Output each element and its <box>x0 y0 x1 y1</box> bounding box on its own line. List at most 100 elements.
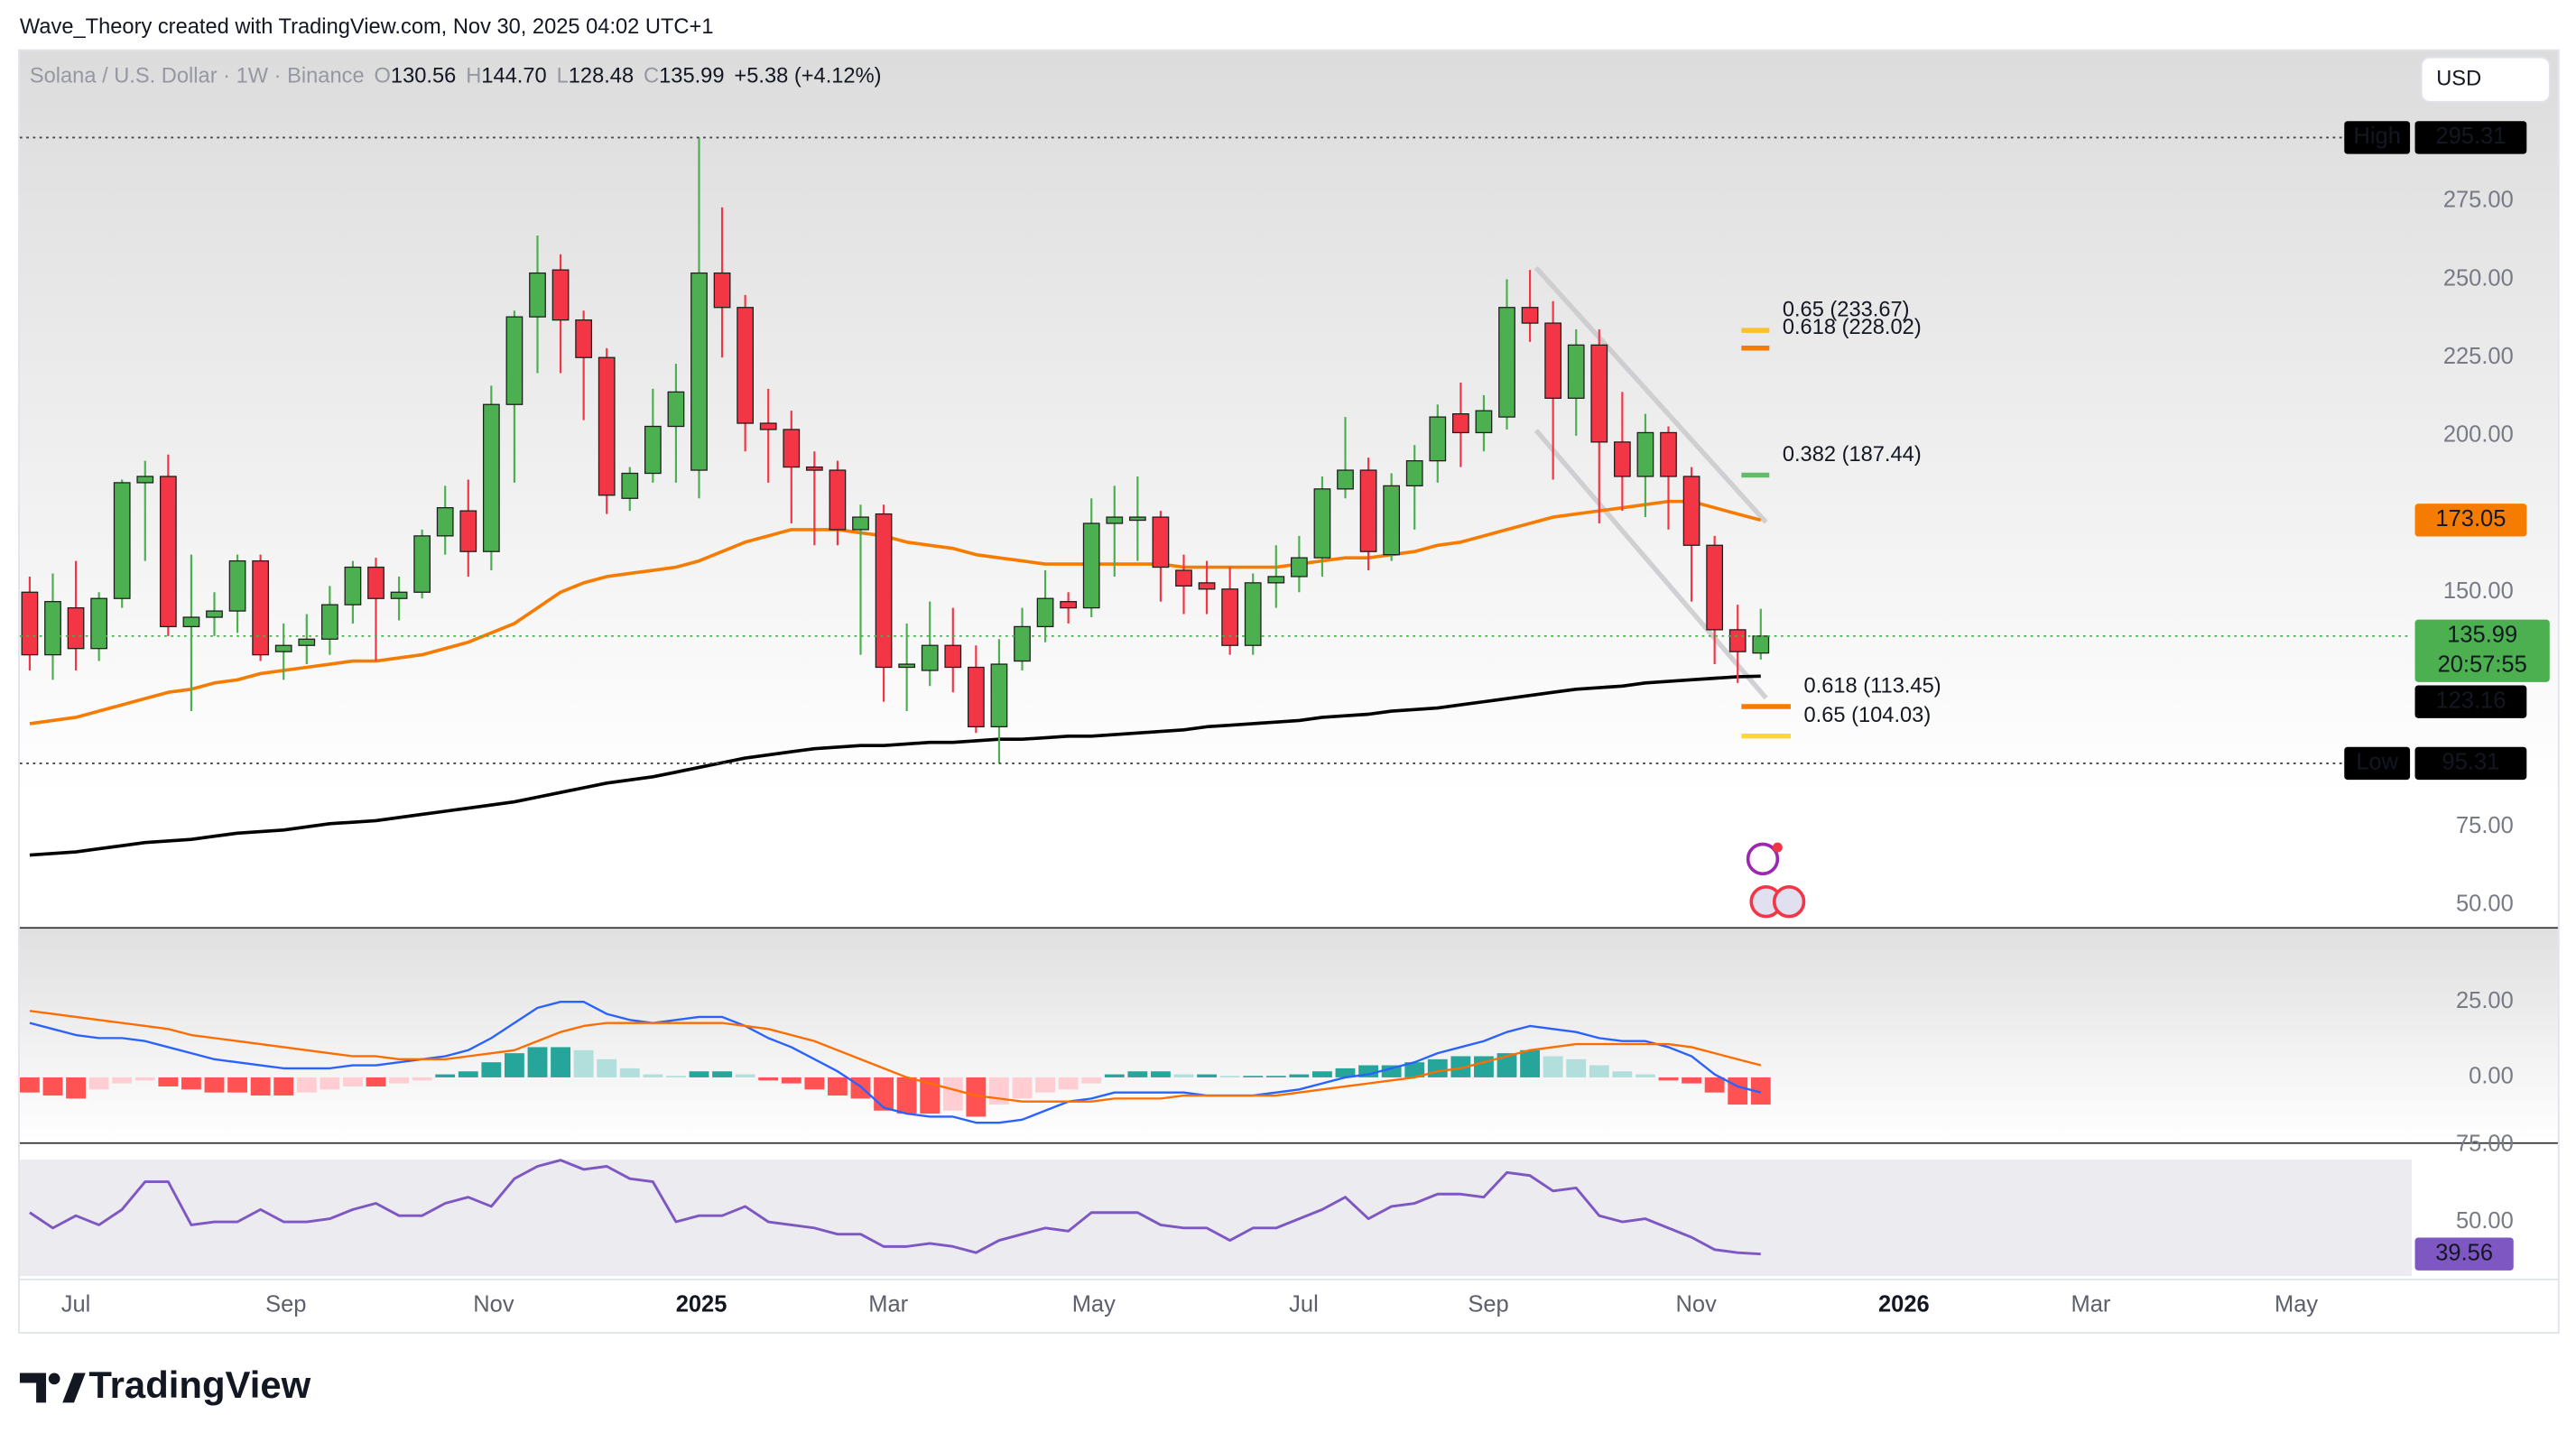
ma-value-box <box>2414 685 2527 718</box>
histogram-bar <box>66 1077 86 1099</box>
currency-label[interactable]: USD <box>2436 68 2481 91</box>
macd-plot <box>20 1001 1771 1124</box>
ma-value: 123.16 <box>2435 688 2506 713</box>
candle-body <box>367 566 385 599</box>
x-tick-label: Nov <box>1676 1292 1718 1317</box>
x-tick-label: May <box>2275 1292 2318 1317</box>
histogram-bar <box>1750 1077 1771 1105</box>
legend-key: C <box>644 65 659 88</box>
candle-body <box>1567 344 1585 399</box>
histogram-bar <box>689 1071 709 1077</box>
frame <box>18 49 2560 1334</box>
candle-body <box>182 616 200 628</box>
histogram-bar <box>1728 1077 1748 1105</box>
histogram-bar <box>1151 1071 1171 1077</box>
histogram-bar <box>1243 1076 1264 1077</box>
high-value: 295.31 <box>2435 124 2506 149</box>
candle-body <box>1152 516 1170 568</box>
x-tick-label: Jul <box>61 1292 91 1317</box>
legend-value: 128.48 <box>569 65 634 88</box>
legend-value: 135.99 <box>659 65 724 88</box>
histogram-bar <box>1058 1077 1079 1090</box>
y-tick-label: 275.00 <box>2443 188 2514 213</box>
histogram-bar <box>134 1077 155 1081</box>
histogram-bar <box>1335 1068 1356 1077</box>
histogram-bar <box>1543 1056 1563 1077</box>
candle-body <box>1244 582 1262 646</box>
candle-body <box>436 507 454 537</box>
channel <box>1534 265 1768 700</box>
candle-body <box>21 591 39 656</box>
legend-value: 144.70 <box>481 65 546 88</box>
candle-body <box>1036 597 1054 628</box>
histogram-bar <box>1197 1074 1217 1077</box>
candle-body <box>1014 625 1031 662</box>
histogram-bar <box>1289 1074 1310 1077</box>
histogram-bar <box>619 1068 640 1077</box>
symbol-legend: Solana / U.S. Dollar · 1W · Binance O130.… <box>30 65 882 88</box>
x-tick-label: Sep <box>1468 1292 1508 1317</box>
histogram-bar <box>735 1074 755 1077</box>
candle-body <box>1290 557 1308 578</box>
histogram-bar <box>551 1047 570 1077</box>
candle-body <box>1060 601 1078 609</box>
histogram-bar <box>1520 1049 1540 1077</box>
candle-body <box>875 513 893 669</box>
candle-body <box>783 429 801 468</box>
histogram-bar <box>1612 1071 1633 1077</box>
candle-body <box>1728 629 1747 652</box>
x-tick-label: Nov <box>473 1292 514 1317</box>
candle-body <box>413 535 431 593</box>
price-pane <box>19 51 2558 929</box>
y-tick-label: 250.00 <box>2443 265 2514 291</box>
candle-body <box>344 566 362 605</box>
candle-body <box>1106 516 1124 524</box>
histogram-bar <box>1127 1071 1148 1077</box>
histogram-bar <box>1704 1077 1725 1093</box>
low-value-box <box>2414 746 2527 781</box>
candle-body <box>690 272 708 471</box>
rsi-band <box>19 1159 2412 1277</box>
histogram-bar <box>1566 1058 1587 1077</box>
histogram-bar <box>273 1077 294 1096</box>
histogram-bar <box>666 1076 686 1077</box>
candle-body <box>990 663 1008 728</box>
histogram-bar <box>20 1077 40 1093</box>
ma-value: 173.05 <box>2435 506 2506 532</box>
ma-value-box <box>2414 504 2527 537</box>
candle-body <box>1337 469 1354 490</box>
histogram-bar <box>481 1062 502 1077</box>
histogram-bar <box>1173 1074 1194 1077</box>
histogram-bar <box>1035 1077 1055 1093</box>
candle-body <box>90 597 108 650</box>
candle-body <box>159 476 177 628</box>
candle-body <box>944 644 962 669</box>
high-title-box <box>2344 121 2411 154</box>
candle-body <box>1660 431 1677 477</box>
currency-button[interactable] <box>2420 56 2551 103</box>
candle-body <box>598 356 616 496</box>
candle-body <box>113 482 131 599</box>
candle-body <box>1752 635 1770 654</box>
candle-body <box>621 472 639 499</box>
high-title: High <box>2353 124 2400 149</box>
histogram-bar <box>850 1077 871 1099</box>
candle-body <box>1128 516 1146 522</box>
candle-body <box>228 559 246 612</box>
rsi-plot <box>29 1159 1761 1256</box>
histogram-bar <box>412 1077 432 1081</box>
histogram-bar <box>1658 1077 1679 1081</box>
histogram-bar <box>1450 1056 1471 1077</box>
candle-body <box>298 638 316 646</box>
histogram-bar <box>181 1077 201 1090</box>
x-tick-label: May <box>1072 1292 1116 1317</box>
candle-body <box>551 269 570 321</box>
candle-body <box>505 316 524 405</box>
moving-average <box>29 674 1761 857</box>
histogram-bar <box>874 1077 894 1111</box>
histogram-bar <box>896 1077 917 1114</box>
y-tick-label: 0.00 <box>2469 1064 2514 1089</box>
x-tick-label: Sep <box>265 1292 306 1317</box>
candle-body <box>852 516 869 531</box>
